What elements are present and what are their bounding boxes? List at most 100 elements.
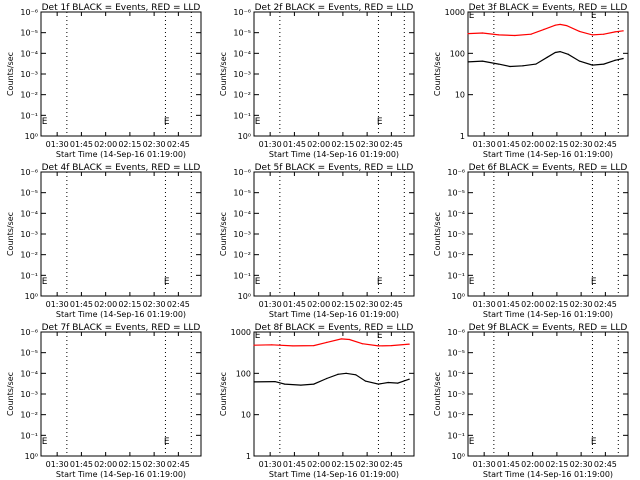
panel-det-4: Det 4f BLACK = Events, RED = LLD Counts/s…	[6, 163, 202, 319]
plot-frame	[40, 331, 202, 457]
y-tick-label: 10⁻⁵	[447, 349, 465, 358]
x-tick-label: 01:45	[497, 300, 520, 309]
x-tick-label: 02:45	[380, 140, 403, 149]
x-tick-label: 02:15	[331, 460, 354, 469]
data-point	[622, 30, 624, 32]
data-point	[292, 345, 294, 347]
plot-frame	[467, 171, 629, 297]
y-tick-label: 10⁻²	[447, 411, 465, 420]
x-tick-label: 02:00	[94, 140, 117, 149]
x-tick-label: 02:45	[594, 460, 617, 469]
y-tick-label: 10⁻⁶	[20, 328, 38, 337]
x-tick-label: 02:15	[331, 140, 354, 149]
e-marker: E	[255, 117, 261, 127]
data-point	[467, 33, 469, 35]
x-axis-label: Start Time (14-Sep-16 01:19:00)	[56, 310, 186, 319]
y-tick-label: 10⁻³	[20, 230, 38, 239]
y-tick-label: 10⁰	[452, 452, 465, 461]
x-axis-label: Start Time (14-Sep-16 01:19:00)	[483, 470, 613, 479]
x-tick-label: 02:00	[94, 300, 117, 309]
data-point	[481, 32, 484, 34]
x-tick-label: 01:45	[497, 140, 520, 149]
series-line-lld	[253, 338, 410, 347]
y-tick-label: 10⁻⁶	[233, 8, 251, 17]
panel-det-5: Det 5f BLACK = Events, RED = LLD Counts/s…	[219, 163, 415, 319]
y-tick-label: 100	[236, 369, 251, 378]
e-marker: E	[377, 277, 383, 287]
data-point	[300, 384, 302, 386]
x-tick-label: 02:00	[521, 140, 544, 149]
y-tick-label: 10⁻¹	[447, 431, 465, 440]
y-tick-label: 10⁻⁵	[233, 29, 251, 38]
data-point	[622, 57, 624, 60]
data-point	[313, 383, 315, 385]
data-point	[514, 34, 516, 37]
panel-det-1: Det 1f BLACK = Events, RED = LLD Counts/s…	[6, 3, 202, 159]
data-point	[543, 28, 545, 30]
data-point	[481, 60, 484, 62]
y-tick-label: 10⁻⁵	[233, 189, 251, 198]
x-axis-label: Start Time (14-Sep-16 01:19:00)	[269, 310, 399, 319]
x-axis-label: Start Time (14-Sep-16 01:19:00)	[269, 470, 399, 479]
x-axis-label: Start Time (14-Sep-16 01:19:00)	[483, 310, 613, 319]
y-tick-label: 100	[450, 49, 465, 58]
x-tick-label: 02:30	[356, 300, 379, 309]
data-point	[387, 381, 389, 384]
data-point	[337, 373, 339, 375]
y-tick-label: 10⁻³	[447, 390, 465, 399]
panel-title: Det 7f BLACK = Events, RED = LLD	[42, 323, 201, 333]
e-marker: E	[469, 277, 475, 287]
y-tick-label: 10⁻²	[20, 91, 38, 100]
panel-det-9: Det 9f BLACK = Events, RED = LLD Counts/s…	[433, 323, 629, 479]
x-tick-label: 02:30	[570, 300, 593, 309]
y-tick-label: 10⁻⁴	[447, 369, 465, 378]
data-point	[284, 383, 286, 385]
x-tick-label: 02:30	[570, 140, 593, 149]
y-axis-label: Counts/sec	[433, 372, 442, 416]
data-point	[397, 382, 399, 384]
e-marker: E	[164, 117, 170, 127]
data-point	[578, 60, 581, 62]
data-point	[253, 344, 255, 346]
x-tick-label: 02:45	[167, 300, 190, 309]
y-tick-label: 10⁻⁵	[20, 349, 38, 358]
data-point	[567, 53, 569, 55]
y-tick-label: 1	[246, 452, 251, 461]
y-tick-label: 10⁻¹	[447, 271, 465, 280]
data-point	[559, 23, 561, 26]
x-tick-label: 02:00	[521, 460, 544, 469]
x-tick-label: 02:30	[570, 460, 593, 469]
x-tick-label: 01:30	[473, 460, 496, 469]
x-tick-label: 02:45	[167, 140, 190, 149]
e-marker: E	[469, 437, 475, 447]
data-point	[509, 65, 511, 68]
x-axis-label: Start Time (14-Sep-16 01:19:00)	[269, 150, 399, 159]
y-tick-label: 10⁰	[25, 452, 38, 461]
data-point	[408, 343, 410, 345]
data-point	[565, 24, 568, 27]
x-tick-label: 01:45	[70, 460, 93, 469]
panel-det-2: Det 2f BLACK = Events, RED = LLD Counts/s…	[219, 3, 415, 159]
y-axis-label: Counts/sec	[219, 212, 228, 256]
x-tick-label: 02:00	[307, 460, 330, 469]
y-tick-label: 10⁰	[238, 292, 251, 301]
e-marker: E	[591, 437, 597, 447]
y-tick-label: 10⁻²	[20, 411, 38, 420]
x-tick-label: 02:30	[356, 140, 379, 149]
data-point	[348, 338, 350, 341]
panel-title: Det 5f BLACK = Events, RED = LLD	[255, 163, 414, 173]
data-point	[546, 56, 548, 58]
y-axis-label: Counts/sec	[433, 212, 442, 256]
y-tick-label: 10⁻²	[20, 251, 38, 260]
series-line-events	[467, 50, 624, 68]
data-point	[530, 33, 532, 35]
series-line-lld	[467, 23, 624, 37]
y-tick-label: 10⁻¹	[233, 111, 251, 120]
data-point	[467, 61, 469, 63]
x-tick-label: 01:45	[70, 300, 93, 309]
y-tick-label: 10⁻⁵	[20, 189, 38, 198]
x-tick-label: 02:00	[307, 140, 330, 149]
x-tick-label: 01:45	[283, 300, 306, 309]
data-point	[554, 51, 556, 54]
